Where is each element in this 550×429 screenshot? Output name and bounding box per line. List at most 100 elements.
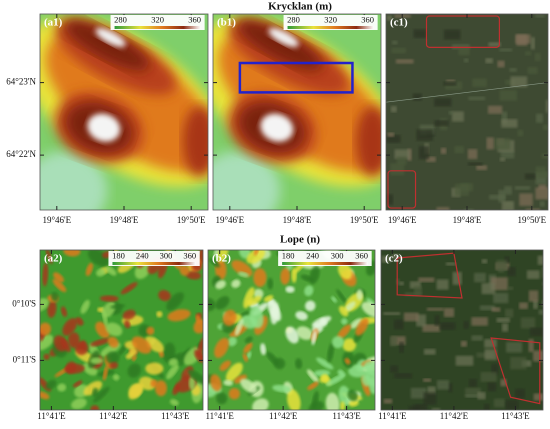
colorbar-tick-label: 300 <box>331 250 344 260</box>
satellite <box>484 348 497 361</box>
colorbar-tick-label: 360 <box>355 250 368 260</box>
terrain <box>267 277 274 290</box>
satellite <box>488 42 501 47</box>
terrain <box>309 265 320 285</box>
terrain <box>223 379 233 386</box>
satellite <box>491 307 501 312</box>
satellite <box>460 340 467 347</box>
map-panel: (a2) 11°41'E 11°42'E 11°43'E 180 240 300 360 <box>37 249 204 421</box>
terrain <box>51 291 59 302</box>
terrain <box>62 318 78 336</box>
terrain <box>63 250 81 257</box>
terrain <box>231 279 241 288</box>
satellite <box>500 150 515 159</box>
satellite <box>480 372 497 382</box>
panel-label: (a1) <box>44 17 63 29</box>
satellite <box>485 58 493 64</box>
satellite <box>403 312 419 322</box>
satellite <box>426 307 444 311</box>
colorbar-tick-label: 320 <box>324 14 337 24</box>
satellite <box>486 137 494 150</box>
satellite <box>454 183 470 196</box>
terrain <box>122 309 136 320</box>
satellite <box>493 398 505 408</box>
x-axis-label: 19°46'E <box>42 215 71 225</box>
terrain <box>210 374 222 392</box>
terrain <box>338 385 351 406</box>
y-axis-label: 0°10'S <box>12 298 36 308</box>
satellite <box>537 255 543 265</box>
satellite <box>542 124 548 131</box>
x-axis-label: 19°50'E <box>177 215 206 225</box>
satellite <box>418 146 430 160</box>
map-panel: (c1) 19°46'E 19°48'E 19°50'E <box>385 13 549 225</box>
satellite <box>434 315 440 326</box>
terrain <box>219 360 231 371</box>
satellite <box>394 149 410 159</box>
colorbar-tick-label: 280 <box>287 14 300 24</box>
terrain <box>105 322 123 337</box>
terrain <box>216 392 228 405</box>
terrain <box>74 341 89 355</box>
satellite <box>489 194 506 200</box>
terrain <box>92 387 99 397</box>
map-panel: (b2) 11°41'E 11°42'E 11°43'E 180 240 300 360 <box>205 249 376 421</box>
terrain <box>237 271 249 278</box>
satellite <box>527 67 538 74</box>
row-title: Lope (n) <box>280 234 320 246</box>
satellite <box>423 348 436 355</box>
terrain <box>233 374 247 384</box>
terrain <box>222 309 237 326</box>
terrain <box>253 288 264 299</box>
terrain <box>208 386 217 398</box>
terrain <box>272 384 292 393</box>
satellite <box>519 302 528 310</box>
terrain <box>182 106 208 177</box>
terrain <box>40 151 108 210</box>
satellite <box>538 309 543 315</box>
satellite <box>524 173 536 180</box>
terrain <box>42 262 49 287</box>
satellite <box>410 387 427 399</box>
terrain <box>209 257 220 268</box>
terrain <box>356 289 363 301</box>
terrain <box>244 336 253 344</box>
terrain <box>102 301 116 318</box>
terrain <box>280 268 291 285</box>
satellite <box>528 339 534 353</box>
satellite <box>387 208 401 210</box>
satellite <box>535 172 547 185</box>
satellite <box>535 113 543 123</box>
satellite <box>463 58 469 63</box>
terrain <box>319 318 328 327</box>
terrain <box>287 389 301 410</box>
satellite <box>391 253 400 260</box>
terrain <box>234 318 244 336</box>
colorbar-tick-label: 320 <box>151 14 164 24</box>
satellite <box>510 357 527 370</box>
satellite <box>504 256 510 263</box>
terrain <box>285 286 295 293</box>
satellite <box>448 110 454 115</box>
terrain <box>145 336 164 353</box>
terrain <box>107 336 119 348</box>
terrain <box>341 318 348 325</box>
panel-label: (b1) <box>217 17 236 29</box>
terrain <box>249 306 264 329</box>
satellite <box>458 46 470 56</box>
terrain <box>246 250 266 264</box>
terrain <box>342 338 357 352</box>
satellite <box>541 300 543 307</box>
satellite <box>443 307 455 318</box>
outline <box>490 337 541 405</box>
satellite <box>387 132 395 137</box>
y-axis-label: 64°23'N <box>6 77 36 87</box>
terrain <box>338 305 349 317</box>
map-panel: (b1) 19°46'E 19°48'E 19°50'E 280 320 360 <box>212 13 382 225</box>
satellite <box>391 40 398 45</box>
satellite <box>386 194 393 205</box>
satellite <box>528 290 539 302</box>
satellite <box>505 308 514 318</box>
satellite <box>409 281 421 289</box>
satellite <box>416 314 427 327</box>
